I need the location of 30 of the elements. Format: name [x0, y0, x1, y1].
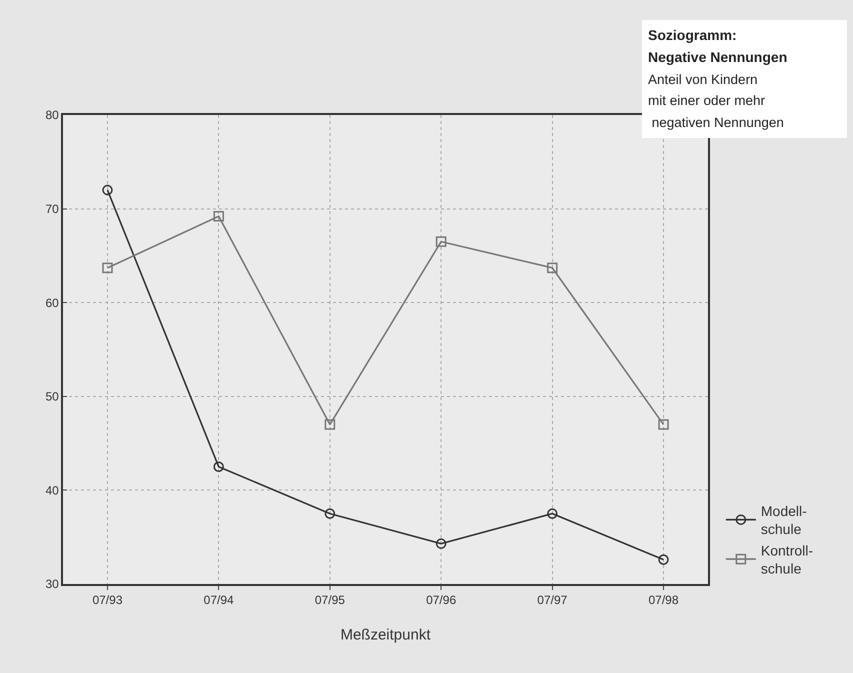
y-tick-label: 60 [45, 296, 60, 310]
legend-label: Modell- schule [760, 503, 808, 538]
x-tick-label: 07/94 [204, 593, 234, 608]
point [324, 508, 336, 519]
x-tick-label: 07/97 [537, 593, 568, 608]
y-tick-label: 50 [45, 390, 60, 404]
point [658, 554, 669, 565]
x-tick-label: 07/98 [648, 593, 679, 608]
x-tick-label: 07/95 [314, 593, 346, 608]
chart-subtitle: Anteil von Kindern mit einer oder mehr negativen Nennungen [648, 70, 785, 132]
caption-panel: Soziogramm: Negative Nennungen Anteil von Kindern mit einer oder mehr negativen Nennungen [642, 20, 847, 138]
point [102, 184, 113, 196]
y-tick-label: 70 [45, 202, 60, 216]
y-tick-label: 30 [45, 577, 60, 592]
point [324, 419, 336, 430]
point [547, 262, 558, 274]
point [102, 262, 113, 274]
legend-label: Kontroll- schule [760, 542, 814, 577]
point [658, 419, 669, 430]
point [436, 538, 446, 549]
chart-title: Soziogramm: Negative Nennungen [648, 26, 788, 68]
x-tick-label: 07/93 [92, 593, 123, 608]
y-tick-label: 80 [45, 108, 60, 122]
x-tick-label: 07/96 [426, 593, 456, 608]
y-tick-label: 40 [45, 483, 60, 498]
point [213, 211, 224, 222]
point [547, 508, 558, 519]
point [213, 462, 224, 472]
x-axis-title: Meßzeitpunkt [340, 626, 432, 644]
point [436, 236, 446, 247]
